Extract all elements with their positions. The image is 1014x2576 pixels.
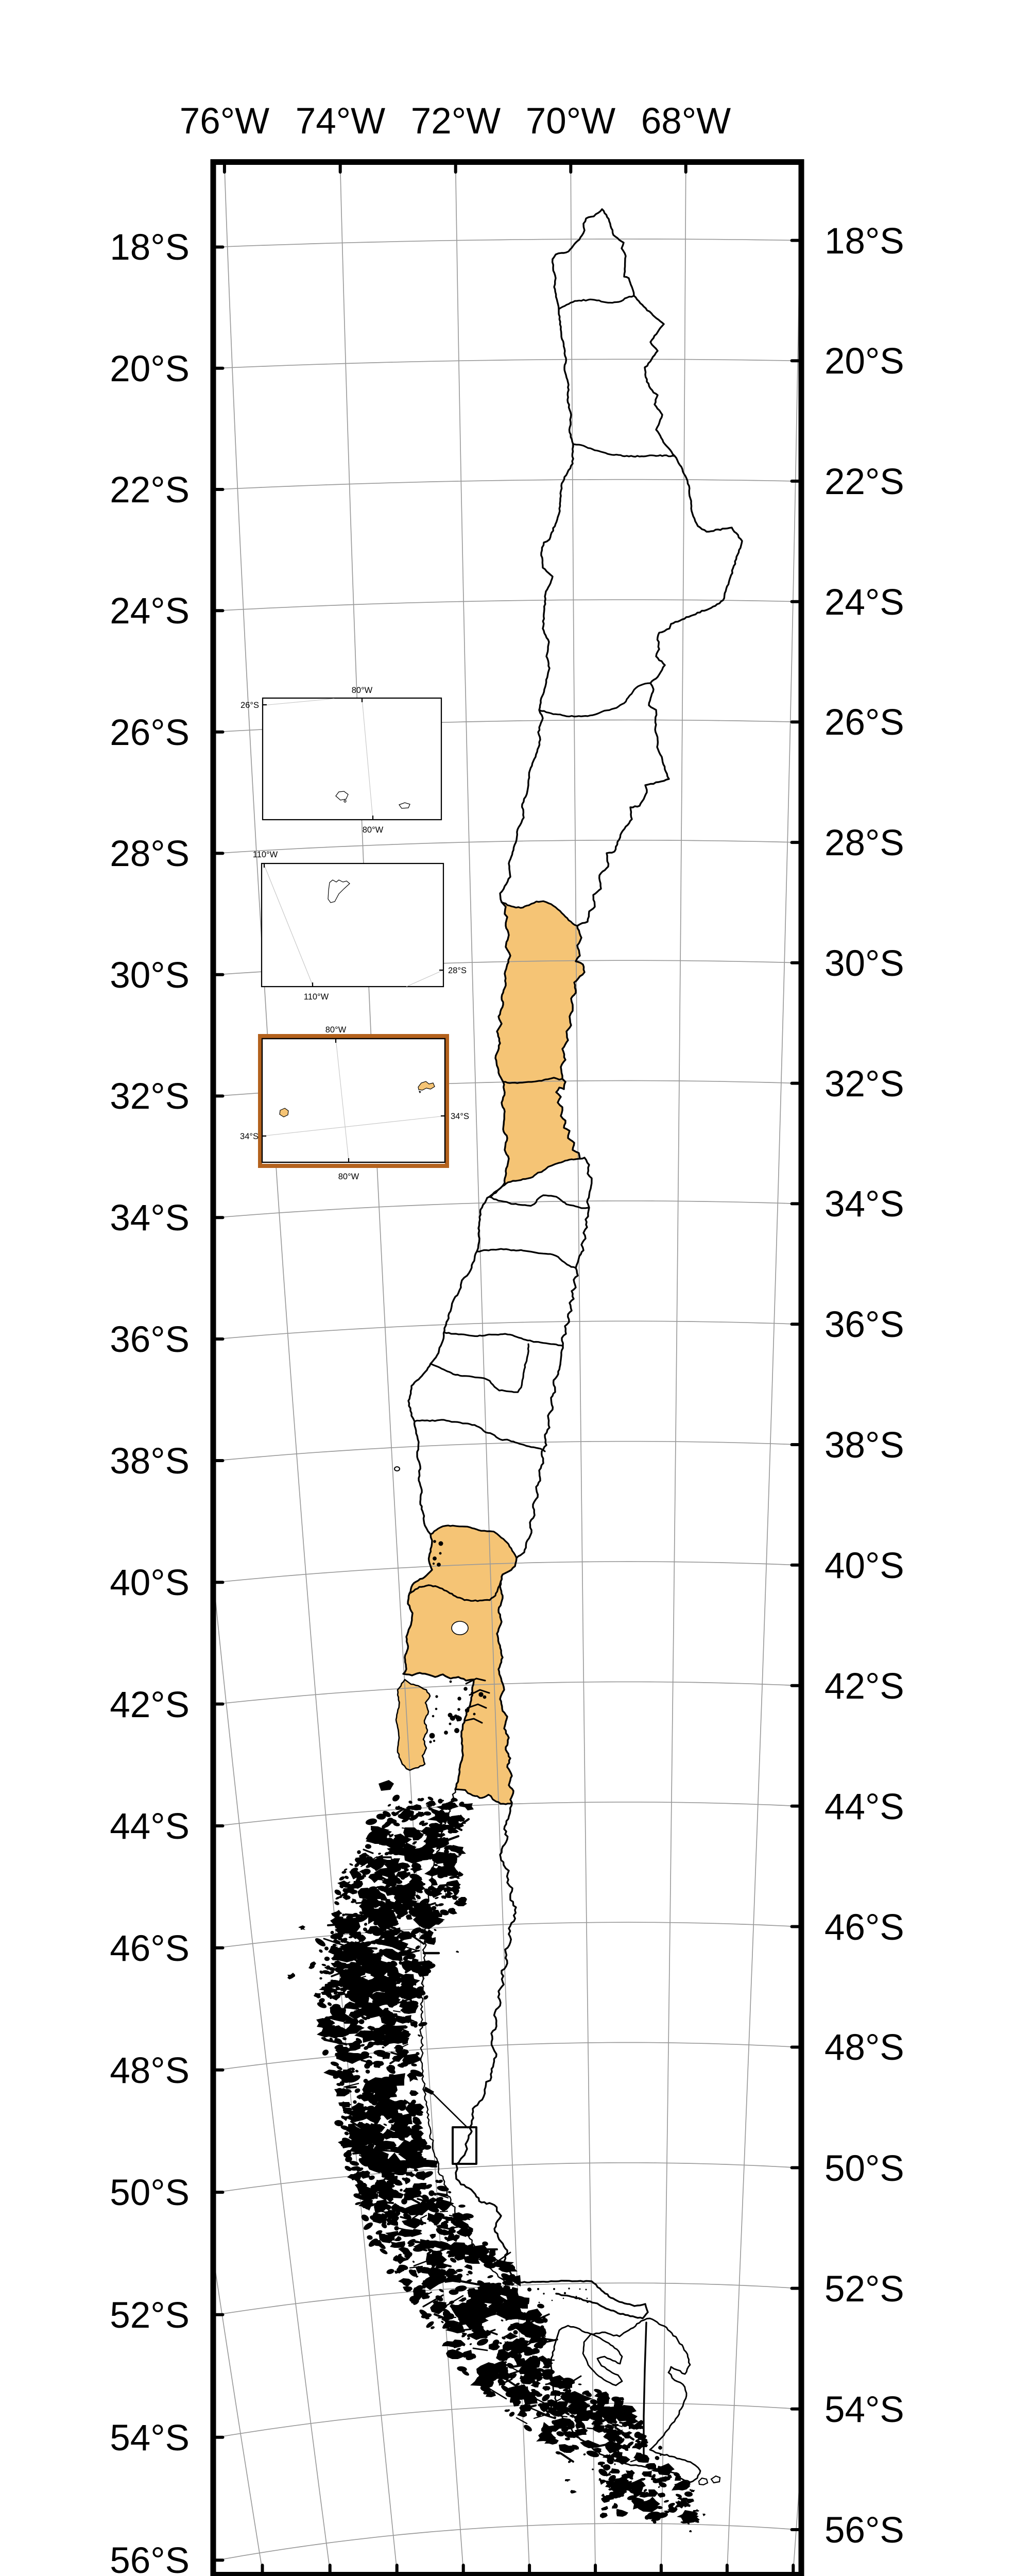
svg-text:80°W: 80°W: [363, 825, 384, 835]
svg-text:40°S: 40°S: [824, 1546, 904, 1586]
svg-text:70°W: 70°W: [526, 101, 615, 142]
svg-text:20°S: 20°S: [824, 341, 904, 382]
svg-text:28°S: 28°S: [448, 966, 467, 975]
svg-text:26°S: 26°S: [110, 713, 190, 753]
svg-text:38°S: 38°S: [110, 1441, 190, 1482]
svg-text:42°S: 42°S: [110, 1685, 190, 1725]
svg-text:42°S: 42°S: [824, 1666, 904, 1707]
svg-text:56°S: 56°S: [110, 2540, 190, 2576]
svg-text:18°S: 18°S: [110, 227, 190, 268]
svg-text:34°S: 34°S: [451, 1112, 469, 1121]
svg-text:56°S: 56°S: [824, 2510, 904, 2551]
svg-text:18°S: 18°S: [824, 221, 904, 262]
svg-text:34°S: 34°S: [240, 1132, 259, 1141]
svg-text:72°W: 72°W: [411, 101, 501, 142]
svg-text:46°S: 46°S: [824, 1907, 904, 1948]
svg-text:48°S: 48°S: [824, 2027, 904, 2068]
svg-text:48°S: 48°S: [110, 2050, 190, 2091]
svg-text:44°S: 44°S: [824, 1787, 904, 1827]
svg-text:80°W: 80°W: [325, 1025, 347, 1035]
svg-text:68°W: 68°W: [641, 101, 731, 142]
svg-text:30°S: 30°S: [110, 955, 190, 996]
svg-text:34°S: 34°S: [110, 1198, 190, 1239]
svg-text:32°S: 32°S: [824, 1064, 904, 1105]
svg-text:110°W: 110°W: [253, 850, 278, 859]
svg-text:28°S: 28°S: [110, 834, 190, 874]
svg-text:30°S: 30°S: [824, 943, 904, 984]
svg-text:80°W: 80°W: [338, 1172, 359, 1181]
svg-text:52°S: 52°S: [824, 2269, 904, 2310]
svg-text:38°S: 38°S: [824, 1425, 904, 1466]
svg-text:24°S: 24°S: [110, 591, 190, 632]
svg-text:50°S: 50°S: [110, 2173, 190, 2213]
svg-text:40°S: 40°S: [110, 1563, 190, 1603]
svg-text:28°S: 28°S: [824, 823, 904, 863]
svg-text:22°S: 22°S: [824, 462, 904, 502]
svg-text:36°S: 36°S: [110, 1319, 190, 1360]
svg-text:50°S: 50°S: [824, 2148, 904, 2189]
svg-text:46°S: 46°S: [110, 1928, 190, 1969]
svg-text:36°S: 36°S: [824, 1304, 904, 1345]
svg-text:32°S: 32°S: [110, 1076, 190, 1117]
svg-text:74°W: 74°W: [296, 101, 385, 142]
svg-text:20°S: 20°S: [110, 349, 190, 389]
svg-text:76°W: 76°W: [180, 101, 269, 142]
svg-text:52°S: 52°S: [110, 2295, 190, 2336]
svg-text:54°S: 54°S: [110, 2418, 190, 2459]
svg-text:34°S: 34°S: [824, 1184, 904, 1225]
svg-text:26°S: 26°S: [240, 701, 259, 710]
svg-text:22°S: 22°S: [110, 470, 190, 511]
svg-text:26°S: 26°S: [824, 702, 904, 743]
svg-text:110°W: 110°W: [304, 992, 329, 1002]
svg-text:44°S: 44°S: [110, 1806, 190, 1847]
svg-text:54°S: 54°S: [824, 2389, 904, 2430]
svg-text:24°S: 24°S: [824, 582, 904, 623]
svg-text:80°W: 80°W: [352, 686, 373, 695]
